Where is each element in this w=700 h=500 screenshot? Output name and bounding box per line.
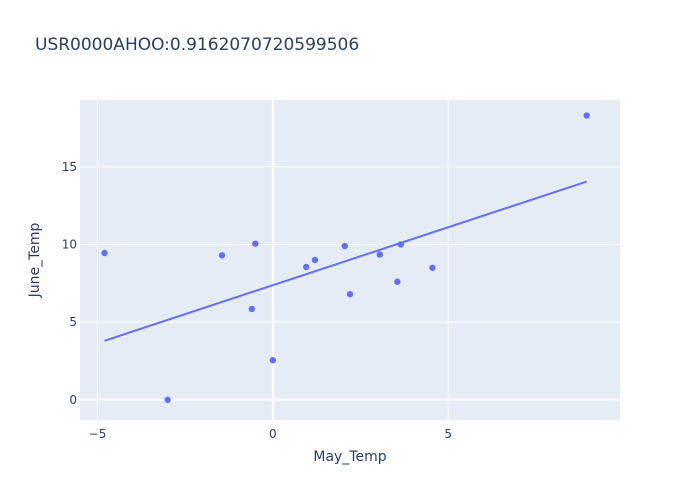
data-points [101, 112, 590, 404]
data-point [164, 396, 171, 404]
data-point [269, 356, 277, 364]
x-tick-label: 5 [444, 427, 452, 441]
data-point [248, 305, 256, 313]
y-tick-label: 5 [69, 315, 77, 329]
chart-title: USR0000AHOO:0.9162070720599506 [35, 35, 359, 55]
x-tick-label: 0 [269, 427, 277, 441]
data-point [397, 241, 405, 248]
data-point [311, 256, 319, 264]
y-tick-label: 0 [69, 393, 77, 407]
data-point [583, 112, 590, 119]
y-tick-label: 15 [62, 160, 77, 174]
data-point [376, 251, 384, 258]
x-tick-label: −5 [89, 427, 107, 441]
data-point [394, 278, 401, 285]
trendline-layer [104, 180, 588, 342]
x-axis-title: May_Temp [313, 449, 386, 465]
tick-labels: −5 0 5 0 5 10 15 [62, 160, 452, 441]
data-point [341, 242, 348, 250]
data-point [429, 264, 436, 271]
data-point [346, 290, 354, 298]
data-point [302, 263, 310, 271]
data-point [101, 249, 108, 257]
trendline [104, 180, 588, 342]
y-axis-title: June_Temp [27, 222, 43, 298]
y-tick-label: 10 [62, 237, 77, 251]
data-point [218, 252, 226, 259]
data-point [252, 240, 259, 247]
